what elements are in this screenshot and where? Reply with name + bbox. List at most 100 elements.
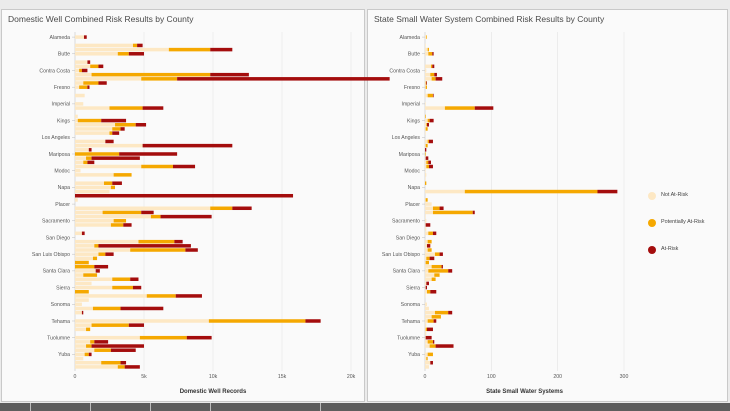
bar-not-at-risk	[425, 344, 430, 348]
bar-potentially-at-risk	[92, 256, 98, 261]
bar-potentially-at-risk	[427, 93, 433, 98]
bar-at-risk	[439, 252, 443, 256]
bar-potentially-at-risk	[103, 181, 113, 185]
bar-at-risk	[95, 269, 100, 273]
bar-potentially-at-risk	[75, 152, 120, 156]
y-tick-label: Mariposa	[399, 152, 420, 158]
y-tick-label: Napa	[58, 185, 71, 191]
bar-potentially-at-risk	[430, 64, 433, 69]
y-tick-label: Contra Costa	[39, 68, 70, 74]
bar-not-at-risk	[425, 352, 428, 357]
bar-at-risk	[432, 52, 434, 56]
bar-at-risk	[98, 244, 191, 248]
strip-divider	[320, 403, 321, 411]
bar-potentially-at-risk	[425, 81, 427, 85]
bar-not-at-risk	[75, 123, 116, 127]
bar-potentially-at-risk	[431, 77, 436, 81]
bar-potentially-at-risk	[426, 160, 429, 165]
bar-at-risk	[474, 106, 494, 110]
bar-potentially-at-risk	[425, 260, 429, 265]
bar-potentially-at-risk	[130, 248, 186, 252]
bar-potentially-at-risk	[112, 285, 133, 290]
y-tick-label: Kings	[407, 118, 420, 124]
bar-potentially-at-risk	[110, 185, 116, 190]
x-tick-label: 0	[424, 374, 427, 380]
bar-not-at-risk	[75, 189, 110, 194]
bar-potentially-at-risk	[115, 123, 136, 127]
bar-not-at-risk	[425, 173, 427, 177]
bar-at-risk	[425, 335, 432, 340]
bar-not-at-risk	[75, 206, 211, 211]
bar-potentially-at-risk	[431, 277, 436, 281]
bar-at-risk	[87, 60, 91, 64]
bar-potentially-at-risk	[90, 340, 95, 344]
bar-not-at-risk	[425, 302, 427, 307]
bar-not-at-risk	[425, 72, 431, 77]
y-tick-label: San Diego	[396, 235, 420, 241]
bar-not-at-risk	[75, 143, 143, 148]
bar-at-risk	[232, 206, 252, 211]
bar-at-risk	[172, 164, 196, 169]
strip-divider	[210, 403, 211, 411]
bar-potentially-at-risk	[77, 118, 102, 123]
bar-not-at-risk	[425, 206, 433, 211]
bar-not-at-risk	[75, 160, 84, 165]
bar-potentially-at-risk	[117, 365, 125, 369]
bar-potentially-at-risk	[427, 248, 432, 252]
bar-at-risk	[130, 277, 139, 281]
y-tick-label: Napa	[408, 185, 421, 191]
bar-at-risk	[425, 148, 427, 152]
y-tick-label: Sonoma	[401, 302, 420, 308]
bar-potentially-at-risk	[208, 319, 306, 323]
bar-not-at-risk	[75, 269, 96, 273]
bar-potentially-at-risk	[431, 264, 442, 269]
y-tick-label: Sierra	[56, 285, 70, 291]
bar-not-at-risk	[425, 64, 431, 69]
bar-at-risk	[210, 72, 249, 77]
bar-potentially-at-risk	[432, 210, 473, 215]
y-tick-label: Yuba	[58, 352, 70, 358]
bar-at-risk	[448, 269, 453, 273]
x-tick-label: 200	[553, 374, 562, 380]
bar-potentially-at-risk	[138, 239, 175, 244]
bar-at-risk	[429, 118, 434, 123]
bar-at-risk	[94, 264, 109, 269]
bar-at-risk	[432, 340, 435, 344]
y-tick-label: Fresno	[404, 85, 420, 91]
bar-at-risk	[428, 139, 433, 144]
bar-not-at-risk	[75, 114, 78, 119]
bar-potentially-at-risk	[86, 344, 92, 348]
bar-potentially-at-risk	[428, 52, 433, 56]
bar-at-risk	[88, 148, 92, 152]
bar-potentially-at-risk	[110, 223, 124, 227]
bar-not-at-risk	[425, 77, 432, 81]
bar-at-risk	[105, 252, 114, 256]
bar-not-at-risk	[425, 239, 428, 244]
bar-not-at-risk	[425, 85, 426, 89]
bar-not-at-risk	[75, 219, 114, 223]
bar-not-at-risk	[75, 164, 142, 169]
x-axis-title: State Small Water Systems	[486, 389, 563, 395]
bar-at-risk	[91, 344, 144, 348]
bar-not-at-risk	[75, 256, 93, 261]
bar-at-risk	[435, 77, 443, 81]
bar-at-risk	[177, 77, 390, 81]
bar-not-at-risk	[425, 156, 426, 160]
bar-not-at-risk	[425, 356, 427, 361]
bar-potentially-at-risk	[425, 85, 427, 89]
bar-at-risk	[128, 323, 144, 327]
bar-not-at-risk	[425, 123, 427, 127]
bar-potentially-at-risk	[426, 256, 430, 261]
bar-potentially-at-risk	[102, 210, 142, 215]
bar-not-at-risk	[75, 340, 91, 344]
bar-at-risk	[432, 93, 434, 98]
x-tick-label: 5k	[141, 374, 147, 380]
bar-potentially-at-risk	[83, 160, 88, 165]
bar-at-risk	[186, 335, 212, 340]
bar-potentially-at-risk	[425, 114, 426, 119]
bar-at-risk	[426, 244, 431, 248]
bar-at-risk	[597, 189, 618, 194]
bar-potentially-at-risk	[112, 277, 131, 281]
bar-not-at-risk	[75, 244, 95, 248]
